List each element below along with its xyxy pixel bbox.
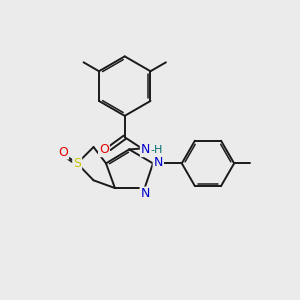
Text: O: O bbox=[99, 143, 109, 156]
Text: O: O bbox=[58, 146, 68, 159]
Text: N: N bbox=[154, 156, 163, 169]
Text: N: N bbox=[141, 188, 150, 200]
Text: N: N bbox=[141, 143, 150, 156]
Text: -H: -H bbox=[151, 145, 163, 155]
Text: S: S bbox=[73, 157, 81, 170]
